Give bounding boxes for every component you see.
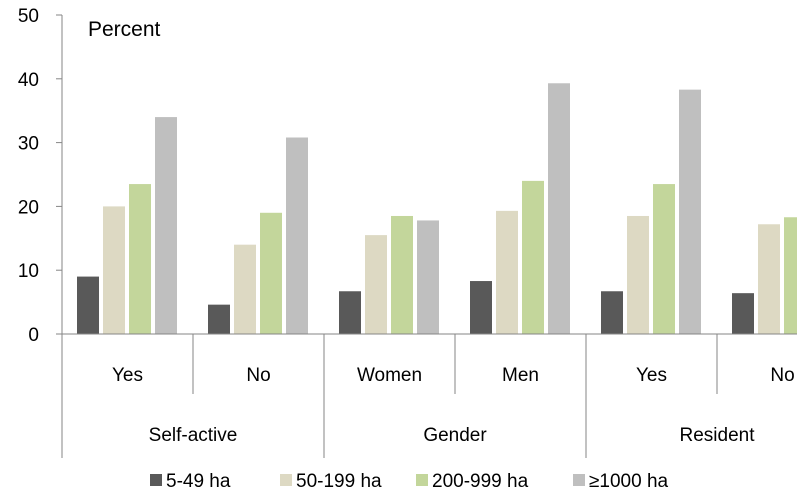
legend-swatch — [573, 474, 585, 486]
x-category-label: No — [770, 365, 794, 386]
bar — [234, 244, 256, 334]
bar — [548, 83, 570, 335]
bar — [627, 215, 649, 334]
y-axis-label: Percent — [88, 18, 161, 41]
x-axis: Yes No Women Men Yes No Self-active Gender Resid… — [61, 333, 797, 458]
x-category-label: Women — [357, 365, 422, 386]
bar — [260, 212, 282, 334]
bar — [77, 276, 99, 334]
x-group-label: Self-active — [149, 425, 238, 446]
legend-label: ≥1000 ha — [589, 471, 669, 492]
x-category-label: Yes — [636, 365, 667, 386]
bar — [784, 217, 797, 334]
legend-label: 5-49 ha — [166, 471, 231, 492]
y-tick-label: 10 — [18, 261, 39, 282]
bar — [339, 291, 361, 334]
x-group-label: Gender — [423, 425, 487, 446]
y-tick-label: 0 — [28, 325, 39, 346]
bar — [129, 184, 151, 334]
y-axis: 0 10 20 30 40 50 — [18, 6, 63, 346]
legend-label: 50-199 ha — [296, 471, 382, 492]
bar — [496, 210, 518, 334]
y-tick-label: 30 — [18, 134, 39, 155]
bar — [679, 89, 701, 335]
legend: 5-49 ha 50-199 ha 200-999 ha ≥1000 ha — [150, 471, 669, 492]
x-group-label: Resident — [680, 425, 756, 446]
bars — [77, 83, 797, 335]
bar — [601, 291, 623, 334]
bar — [103, 206, 125, 334]
bar — [365, 235, 387, 334]
legend-label: 200-999 ha — [432, 471, 529, 492]
bar — [470, 281, 492, 334]
bar — [522, 180, 544, 334]
bar — [758, 224, 780, 334]
legend-swatch — [416, 474, 428, 486]
legend-swatch — [150, 474, 162, 486]
x-category-label: Men — [502, 365, 539, 386]
bar — [208, 304, 230, 334]
bar — [653, 184, 675, 334]
bar — [732, 293, 754, 334]
legend-swatch — [280, 474, 292, 486]
y-tick-label: 40 — [18, 70, 39, 91]
y-tick-label: 50 — [18, 6, 39, 27]
y-tick-label: 20 — [18, 197, 39, 218]
bar — [155, 117, 177, 334]
bar — [286, 137, 308, 334]
bar — [417, 220, 439, 334]
bar — [391, 215, 413, 334]
x-category-label: Yes — [112, 365, 143, 386]
x-category-label: No — [246, 365, 270, 386]
